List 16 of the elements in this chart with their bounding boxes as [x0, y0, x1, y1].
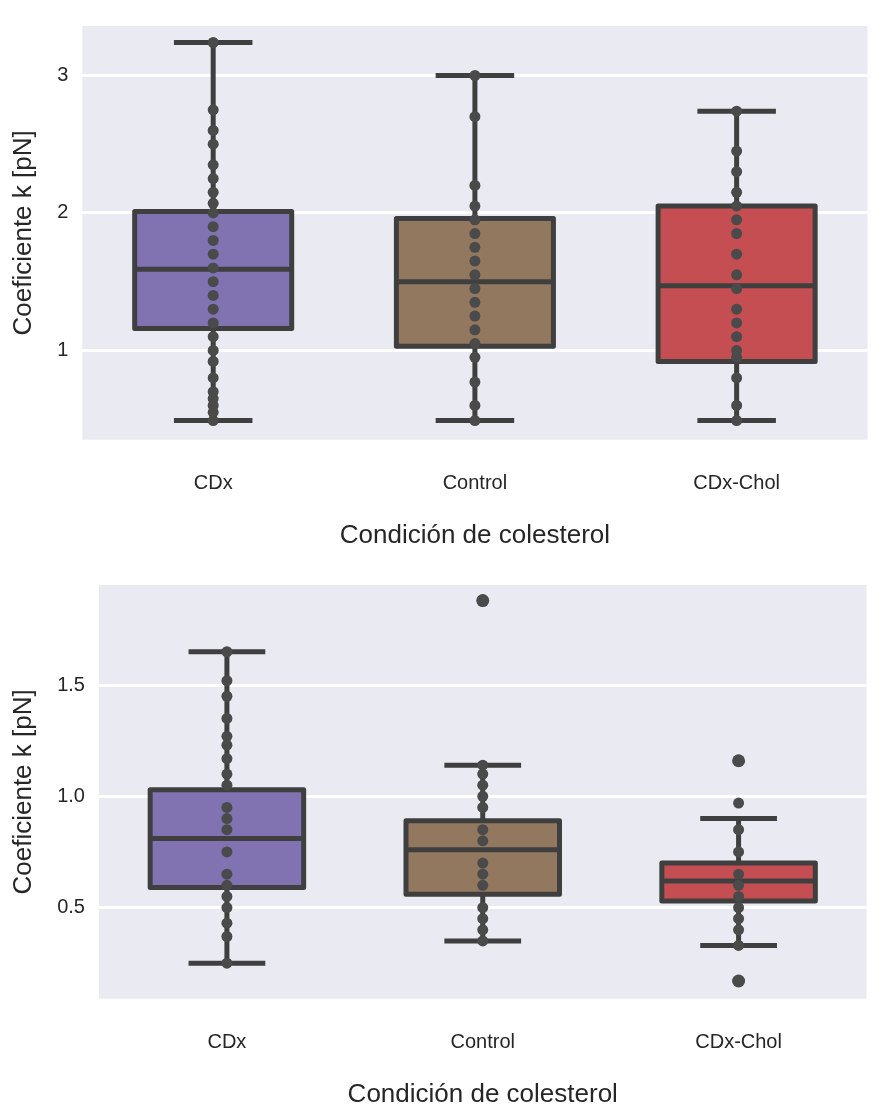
y-axis-title: Coeficiente k [pN]	[6, 689, 37, 895]
y-tick-label: 1.5	[57, 672, 85, 695]
y-tick-label: 3	[57, 63, 69, 86]
y-tick-label: 1.0	[57, 783, 85, 806]
y-tick-label: 2	[57, 200, 69, 223]
x-tick-label: Control	[450, 1030, 515, 1053]
y-tick-label: 1	[57, 337, 69, 360]
y-tick-label: 0.5	[57, 895, 85, 918]
x-tick-label: CDx-Chol	[693, 471, 780, 494]
x-tick-label: CDx-Chol	[695, 1030, 782, 1053]
x-tick-label: CDx	[207, 1030, 247, 1053]
y-axis-title: Coeficiente k [pN]	[6, 130, 37, 336]
x-axis-title: Condición de colesterol	[339, 518, 611, 549]
x-axis-title: Condición de colesterol	[347, 1077, 618, 1108]
x-tick-label: Control	[442, 471, 508, 494]
x-tick-label: CDx	[193, 471, 233, 494]
